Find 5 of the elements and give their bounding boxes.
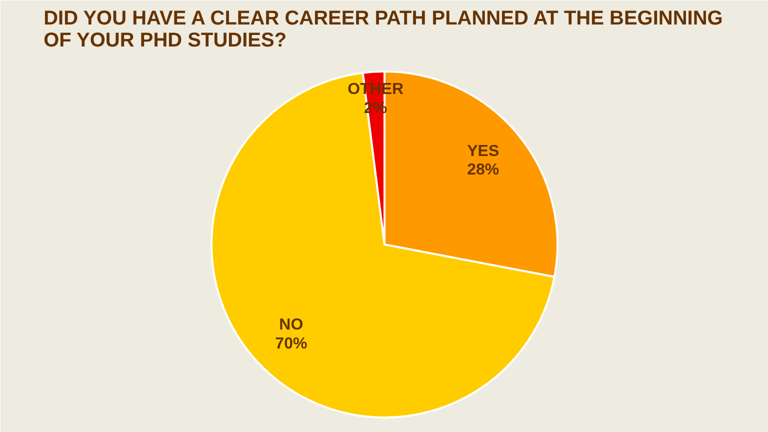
chart-title: DID YOU HAVE A CLEAR CAREER PATH PLANNED AT THE BEGINNING OF YOUR PHD STUDIES? — [44, 8, 723, 52]
slice-label: NO — [279, 316, 304, 334]
data-label: 28% — [467, 162, 500, 179]
data-label: 70% — [275, 335, 308, 352]
slice-label: YES — [467, 142, 500, 160]
